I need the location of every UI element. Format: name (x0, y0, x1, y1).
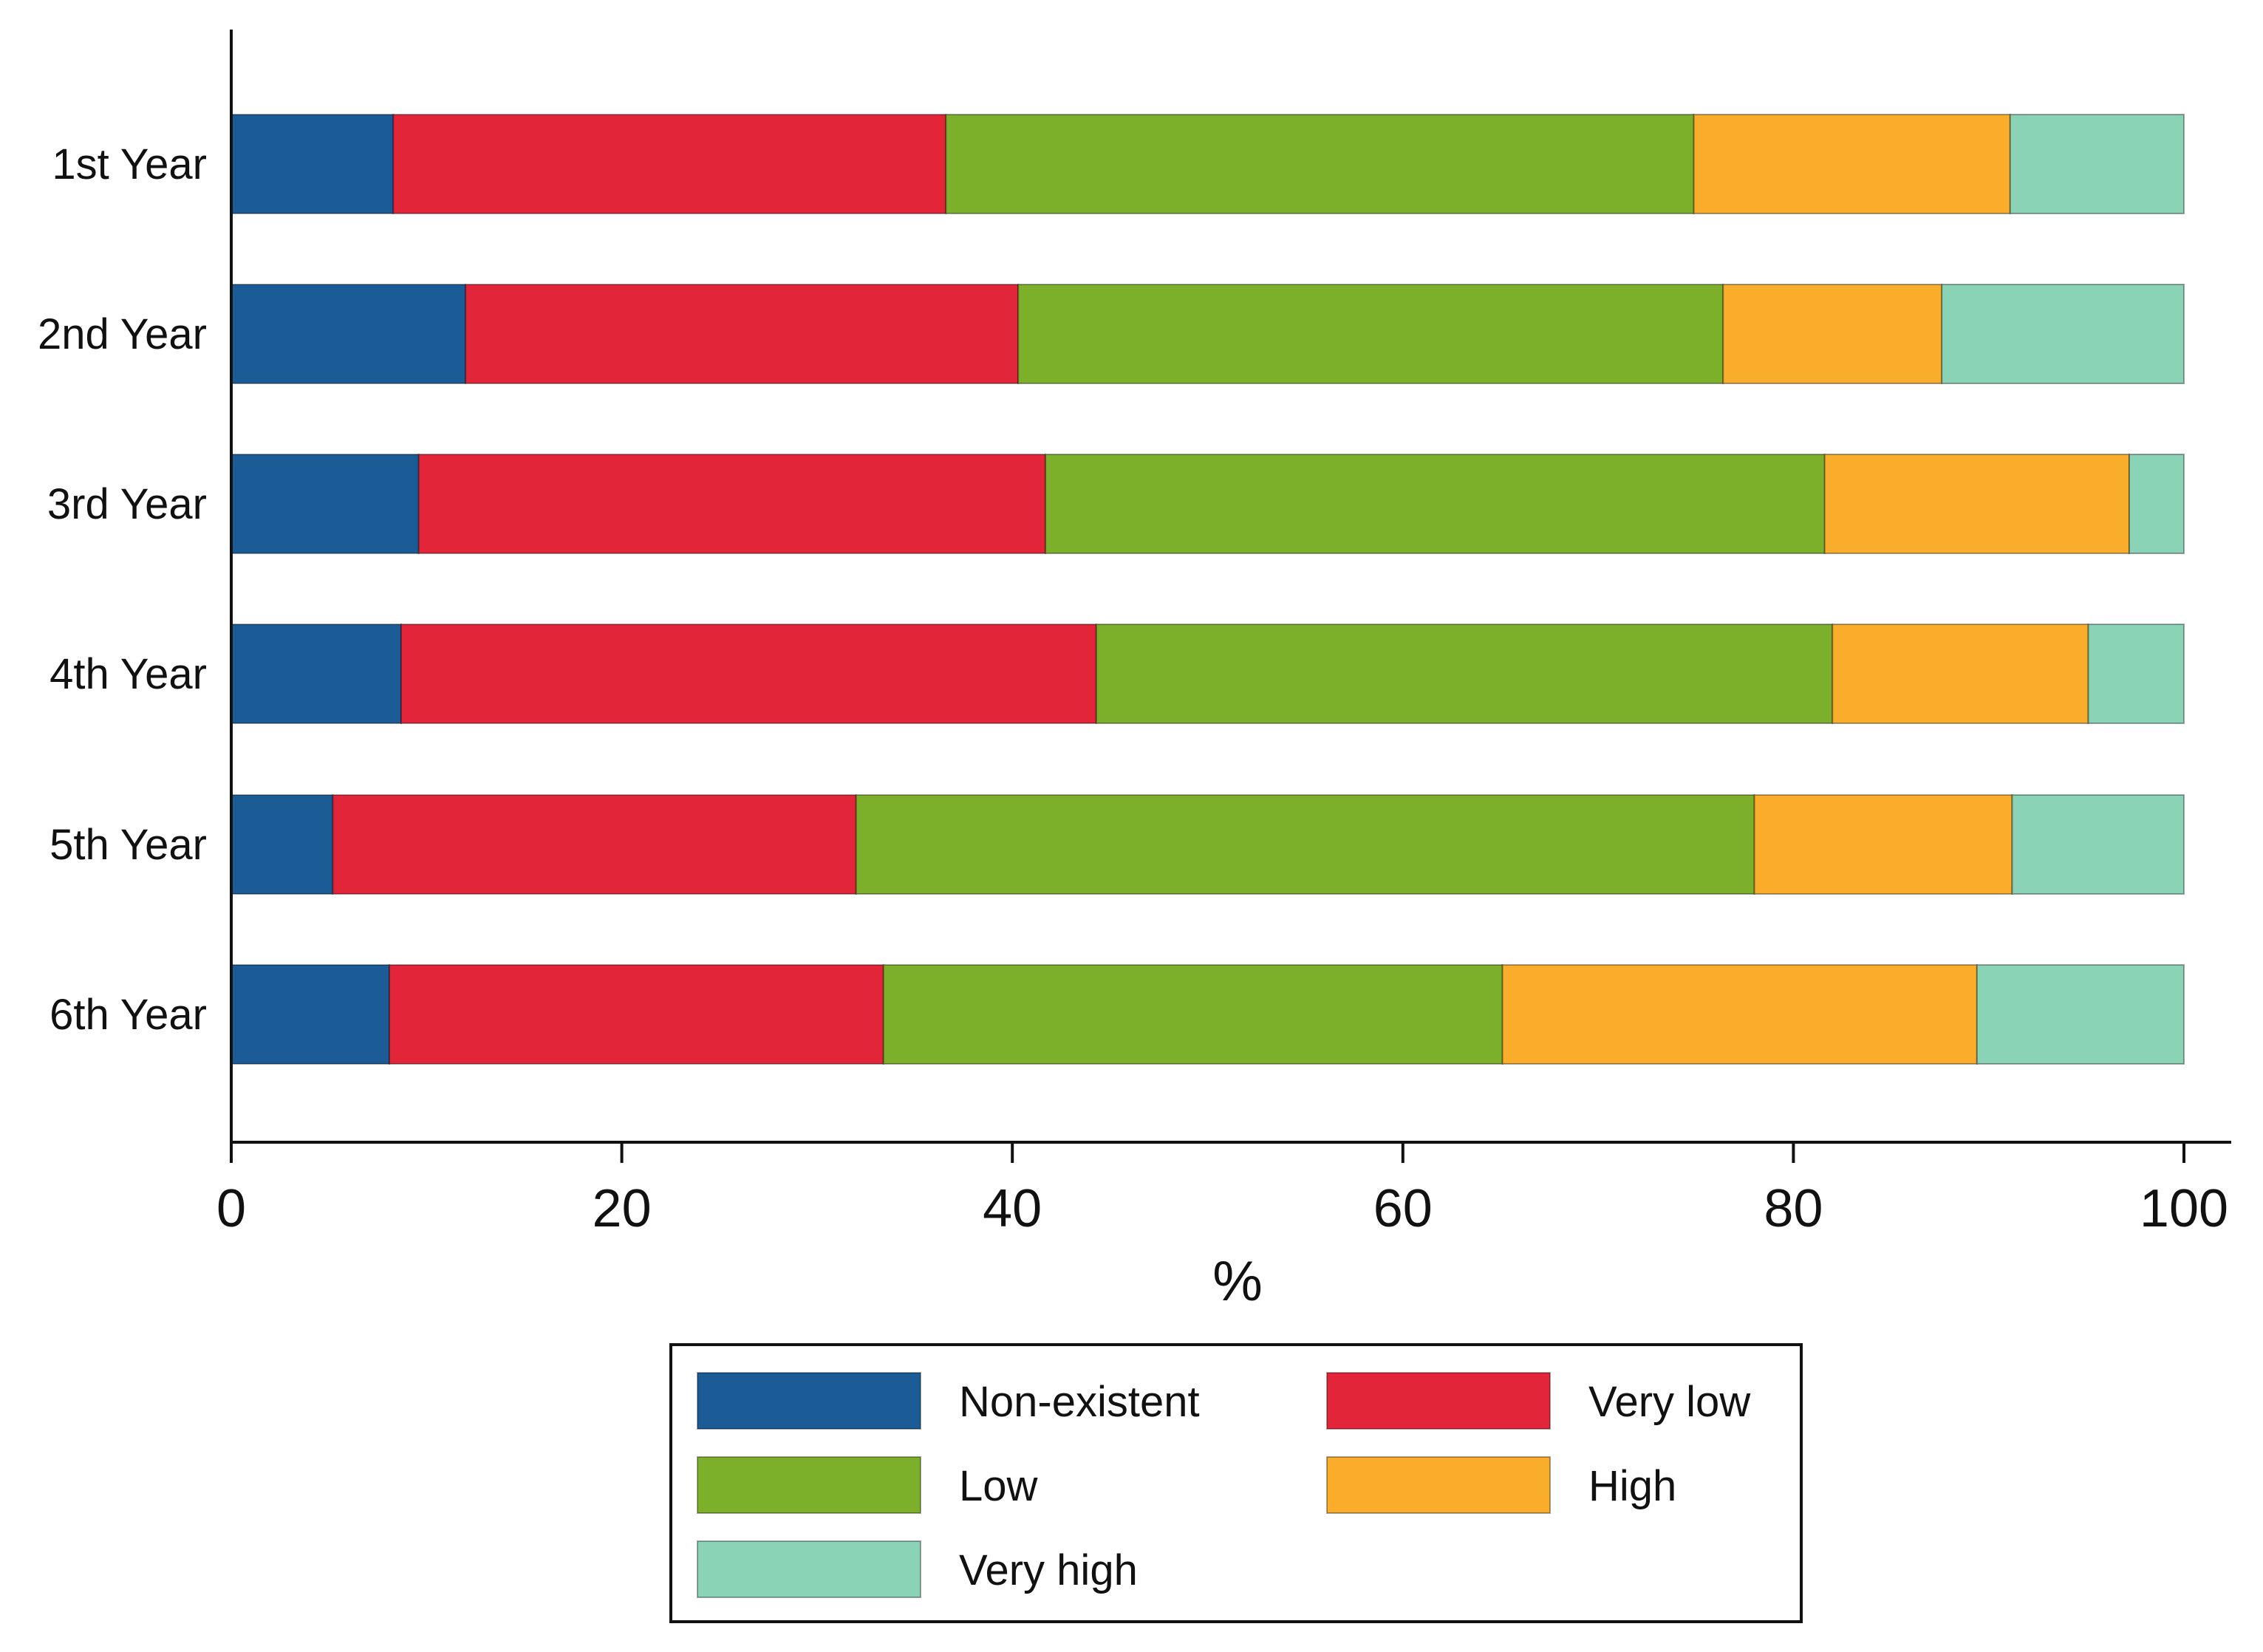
bar-very-high-1 (2009, 114, 2185, 214)
legend-swatch-very-low (1326, 1372, 1551, 1430)
bar-very-high-3 (2128, 454, 2185, 554)
bar-low-4 (1095, 624, 1834, 724)
x-axis-title: % (1212, 1250, 1263, 1313)
legend-swatch-high (1326, 1456, 1551, 1514)
bar-high-3 (1823, 454, 2130, 554)
category-labels: 1st Year 2nd Year 3rd Year 4th Year 5th Year… (38, 140, 207, 1039)
bar-low-5 (855, 794, 1755, 895)
bar-low-6 (882, 964, 1503, 1065)
bar-non-existent-3 (231, 454, 420, 554)
bar-high-5 (1753, 794, 2013, 895)
bar-high-6 (1501, 964, 1978, 1065)
bar-very-high-6 (1976, 964, 2185, 1065)
bars-group (231, 114, 2185, 1065)
category-label: 2nd Year (38, 310, 207, 358)
category-label: 5th Year (50, 821, 207, 869)
legend: Non-existent Very low Low High Very high (669, 1343, 1803, 1623)
x-tick-label: 20 (593, 1179, 652, 1238)
bar-high-4 (1832, 624, 2089, 724)
bar-high-2 (1722, 284, 1943, 384)
x-tick-label: 80 (1764, 1179, 1823, 1238)
bar-non-existent-2 (231, 284, 467, 384)
x-tick-label: 40 (983, 1179, 1042, 1238)
bar-very-low-4 (400, 624, 1097, 724)
legend-swatch-very-high (697, 1540, 921, 1598)
legend-swatch-non-existent (697, 1372, 921, 1430)
category-label: 3rd Year (47, 480, 207, 528)
legend-label: Very high (959, 1546, 1138, 1594)
legend-label: High (1588, 1462, 1676, 1510)
x-axis: 0 20 40 60 80 100 (216, 30, 2231, 1238)
bar-very-high-4 (2087, 624, 2185, 724)
bar-low-2 (1017, 284, 1724, 384)
category-label: 6th Year (50, 991, 207, 1039)
bar-very-low-2 (465, 284, 1020, 384)
bar-high-1 (1693, 114, 2011, 214)
bar-non-existent-4 (231, 624, 402, 724)
bar-low-3 (1045, 454, 1826, 554)
bar-very-low-3 (417, 454, 1047, 554)
legend-label: Non-existent (959, 1378, 1200, 1426)
bar-very-low-5 (332, 794, 857, 895)
bar-non-existent-6 (231, 964, 391, 1065)
category-label: 4th Year (50, 650, 207, 698)
category-label: 1st Year (52, 140, 207, 188)
legend-label: Very low (1588, 1378, 1751, 1426)
bar-very-high-2 (1941, 284, 2185, 384)
bar-low-1 (945, 114, 1695, 214)
bar-very-low-6 (389, 964, 884, 1065)
x-tick-label: 100 (2140, 1179, 2228, 1238)
x-tick-label: 60 (1373, 1179, 1433, 1238)
legend-swatch-low (697, 1456, 921, 1514)
bar-very-high-5 (2011, 794, 2185, 895)
bar-very-low-1 (392, 114, 947, 214)
x-tick-label: 0 (216, 1179, 246, 1238)
legend-label: Low (959, 1462, 1039, 1510)
bar-non-existent-5 (231, 794, 334, 895)
bar-non-existent-1 (231, 114, 395, 214)
